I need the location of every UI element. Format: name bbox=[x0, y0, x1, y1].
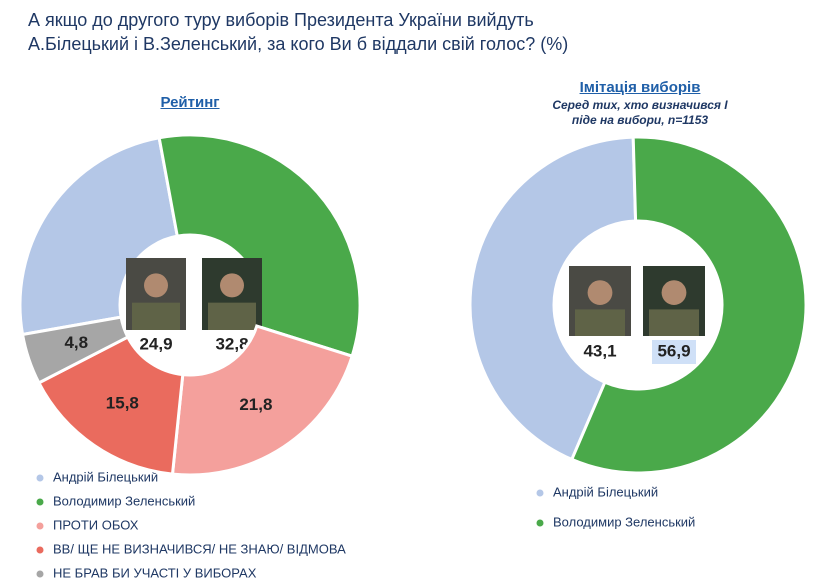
photo-body bbox=[132, 302, 180, 330]
donut-segment bbox=[569, 135, 808, 475]
donut-segment bbox=[18, 136, 180, 337]
legend-label: ПРОТИ ОБОХ bbox=[53, 517, 139, 532]
photo-body bbox=[575, 309, 625, 336]
data-label: 32,8 bbox=[215, 334, 248, 353]
legend-label: Андрій Білецький bbox=[53, 469, 158, 484]
data-label: 4,8 bbox=[64, 333, 88, 352]
donut-segment bbox=[20, 315, 130, 385]
data-label: 15,8 bbox=[106, 394, 139, 413]
legend-label: НЕ БРАВ БИ УЧАСТІ У ВИБОРАХ bbox=[53, 565, 257, 580]
chart-subtitle: Серед тих, хто визначився І піде на вибо… bbox=[552, 98, 728, 127]
photo-body bbox=[208, 302, 256, 330]
photo-face bbox=[144, 273, 168, 298]
legend-label: Володимир Зеленський bbox=[553, 514, 695, 529]
photo-face bbox=[220, 273, 244, 298]
legend-marker bbox=[36, 570, 44, 578]
legend-marker bbox=[36, 522, 44, 530]
data-label: 21,8 bbox=[239, 395, 272, 414]
legend-marker bbox=[536, 489, 544, 497]
photo-body bbox=[649, 309, 699, 336]
legend-label: ВВ/ ЩЕ НЕ ВИЗНАЧИВСЯ/ НЕ ЗНАЮ/ ВІДМОВА bbox=[53, 541, 346, 556]
donut-segment bbox=[36, 335, 185, 476]
legend-label: Андрій Білецький bbox=[553, 484, 658, 499]
legend-marker bbox=[36, 498, 44, 506]
page-title: А якщо до другого туру виборів Президент… bbox=[28, 10, 569, 54]
chart-title: Імітація виборів bbox=[579, 79, 701, 96]
photo-face bbox=[587, 280, 613, 305]
donut-segment bbox=[157, 133, 362, 359]
data-label: 24,9 bbox=[139, 334, 172, 353]
photo-face bbox=[661, 280, 687, 305]
legend-marker bbox=[536, 519, 544, 527]
donut-segment bbox=[170, 324, 355, 477]
legend-label: Володимир Зеленський bbox=[53, 493, 195, 508]
label-highlight bbox=[652, 340, 696, 364]
data-label: 43,1 bbox=[583, 341, 616, 360]
data-label: 56,9 bbox=[657, 341, 690, 360]
legend-marker bbox=[36, 474, 44, 482]
chart-title: Рейтинг bbox=[160, 94, 220, 111]
legend-marker bbox=[36, 546, 44, 554]
donut-segment bbox=[468, 135, 638, 462]
